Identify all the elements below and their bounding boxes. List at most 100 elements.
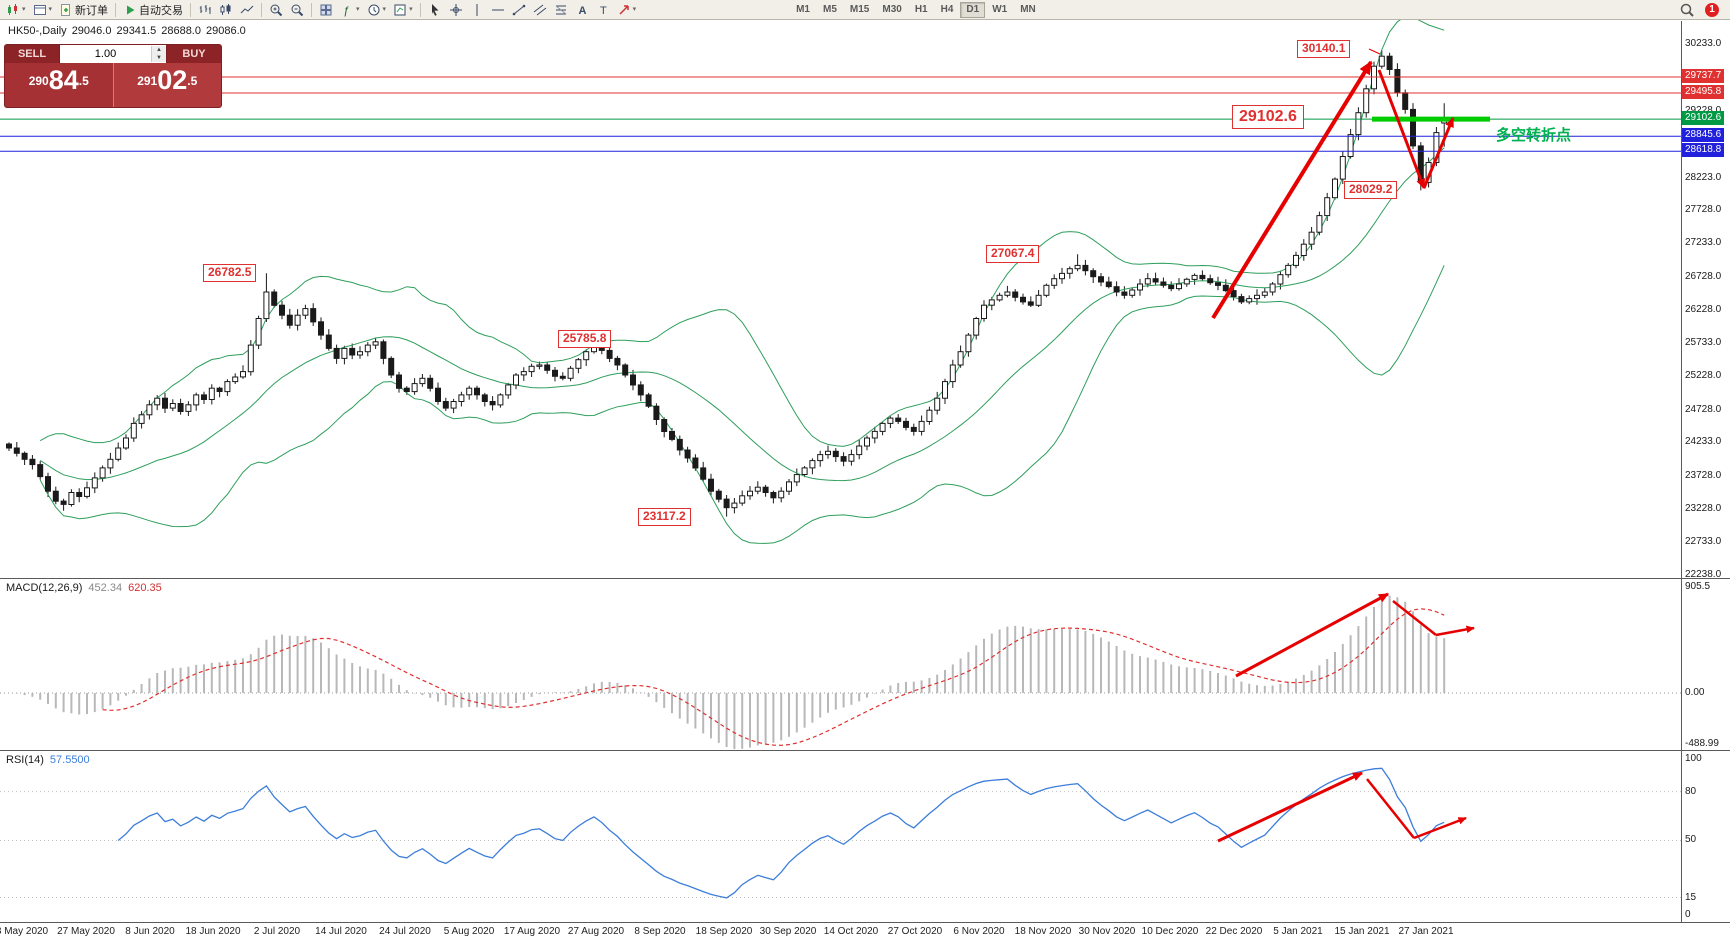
bars-icon bbox=[199, 4, 211, 14]
time-axis-label: 27 Oct 2020 bbox=[887, 926, 943, 937]
time-axis-label: 14 Jul 2020 bbox=[315, 926, 367, 937]
line-icon bbox=[240, 5, 254, 13]
timeframe-M1[interactable]: M1 bbox=[790, 2, 816, 18]
macd-indicator bbox=[0, 595, 1681, 749]
cursor-button[interactable] bbox=[425, 1, 445, 19]
panel-separator[interactable] bbox=[0, 750, 1730, 751]
price-annotation-box: 23117.2 bbox=[638, 508, 691, 526]
tile-windows-button[interactable] bbox=[316, 1, 336, 19]
horizontal-line-button[interactable] bbox=[488, 1, 508, 19]
cursor-icon bbox=[431, 3, 439, 16]
time-axis-label: 5 Aug 2020 bbox=[443, 926, 495, 937]
fibo-icon bbox=[555, 5, 566, 14]
volume-input[interactable] bbox=[60, 48, 151, 60]
time-axis-label: 30 Nov 2020 bbox=[1078, 926, 1136, 937]
timeframe-MN[interactable]: MN bbox=[1014, 2, 1042, 18]
price-axis-label: 22733.0 bbox=[1685, 536, 1722, 547]
clock-icon bbox=[368, 4, 380, 15]
time-axis-label: 24 Jul 2020 bbox=[379, 926, 431, 937]
arrow-icon bbox=[619, 4, 629, 15]
rsi-indicator bbox=[0, 767, 1681, 899]
profiles-button[interactable]: ▾ bbox=[30, 1, 56, 19]
rsi-label: RSI(14) 57.5500 bbox=[6, 754, 90, 766]
zoom-out-button[interactable] bbox=[287, 1, 307, 19]
price-annotation-box: 28029.2 bbox=[1344, 181, 1398, 199]
macd-axis-label: 905.5 bbox=[1685, 581, 1711, 592]
text-button[interactable]: A bbox=[572, 1, 592, 19]
vertical-line-button[interactable] bbox=[467, 1, 487, 19]
price-axis-label: 25733.0 bbox=[1685, 337, 1722, 348]
grid-icon bbox=[320, 4, 332, 15]
chevron-down-icon: ▾ bbox=[48, 6, 53, 13]
time-axis-label: 10 Dec 2020 bbox=[1141, 926, 1199, 937]
zoom-in-icon bbox=[270, 4, 283, 16]
search-button[interactable] bbox=[1677, 1, 1697, 19]
price-axis-label: 27233.0 bbox=[1685, 237, 1722, 248]
price-line-label: 29102.6 bbox=[1682, 111, 1725, 125]
zoom-in-button[interactable] bbox=[266, 1, 286, 19]
sell-button[interactable]: SELL bbox=[5, 45, 59, 63]
price-axis-label: 23228.0 bbox=[1685, 503, 1722, 514]
price-line-label: 28618.8 bbox=[1682, 143, 1725, 157]
trendline-icon bbox=[512, 4, 525, 15]
textT-icon: T bbox=[600, 5, 607, 17]
timeframe-H4[interactable]: H4 bbox=[935, 2, 960, 18]
timeframe-D1[interactable]: D1 bbox=[960, 1, 986, 18]
time-axis-label: 17 Aug 2020 bbox=[503, 926, 561, 937]
autotrading-button[interactable]: 自动交易 bbox=[120, 1, 186, 19]
panel-separator[interactable] bbox=[0, 578, 1730, 579]
indicators-button[interactable]: ƒ ▾ bbox=[337, 1, 363, 19]
time-axis-label: 14 Oct 2020 bbox=[823, 926, 879, 937]
candles-icon bbox=[8, 3, 17, 15]
candlesticks bbox=[6, 55, 1448, 509]
channel-button[interactable] bbox=[530, 1, 550, 19]
rsi-axis-label: 15 bbox=[1685, 892, 1697, 903]
trendline-button[interactable] bbox=[509, 1, 529, 19]
buy-price[interactable]: 291 02.5 bbox=[112, 63, 221, 107]
search-icon bbox=[1680, 3, 1694, 17]
arrows-button[interactable]: ▾ bbox=[614, 1, 640, 19]
new-chart-button[interactable]: ▾ bbox=[3, 1, 29, 19]
timeframe-M30[interactable]: M30 bbox=[876, 2, 907, 18]
ohlc-open: 29046.0 bbox=[71, 25, 112, 37]
symbol-period: HK50-,Daily bbox=[8, 25, 67, 37]
horizontal-level-lines bbox=[0, 76, 1681, 152]
toolbar-separator bbox=[190, 2, 192, 17]
timeframe-M15[interactable]: M15 bbox=[844, 2, 875, 18]
buy-button[interactable]: BUY bbox=[167, 45, 221, 63]
price-axis-label: 29228.0 bbox=[1685, 105, 1729, 117]
sell-price[interactable]: 290 84.5 bbox=[5, 63, 113, 107]
periods-button[interactable]: ▾ bbox=[364, 1, 390, 19]
time-axis-label: 27 Jan 2021 bbox=[1398, 926, 1454, 937]
notification-badge[interactable]: 1 bbox=[1705, 2, 1719, 17]
macd-label: MACD(12,26,9) 452.34 620.35 bbox=[6, 582, 162, 594]
timeframe-M5[interactable]: M5 bbox=[817, 2, 843, 18]
new-order-button[interactable]: 新订单 bbox=[56, 1, 111, 19]
bars-chart-button[interactable] bbox=[195, 1, 215, 19]
crosshair-button[interactable] bbox=[446, 1, 466, 19]
candles-chart-button[interactable] bbox=[216, 1, 236, 19]
line-chart-button[interactable] bbox=[237, 1, 257, 19]
text-label-button[interactable]: T bbox=[593, 1, 613, 19]
hline-icon bbox=[491, 9, 504, 10]
volume-stepper[interactable]: ▲ ▼ bbox=[59, 45, 167, 63]
volume-down-button[interactable]: ▼ bbox=[152, 54, 166, 62]
volume-up-button[interactable]: ▲ bbox=[152, 46, 166, 54]
time-axis-label: 6 Nov 2020 bbox=[953, 926, 1005, 937]
templates-button[interactable]: ▾ bbox=[390, 1, 416, 19]
svg-text:A: A bbox=[578, 5, 586, 17]
timeframe-H1[interactable]: H1 bbox=[909, 2, 934, 18]
rsi-axis-label: 100 bbox=[1685, 753, 1702, 764]
fibonacci-button[interactable] bbox=[551, 1, 571, 19]
svg-text:ƒ: ƒ bbox=[343, 5, 349, 17]
time-axis-label: 22 Dec 2020 bbox=[1205, 926, 1263, 937]
trend-arrows bbox=[1211, 48, 1475, 843]
price-line-label: 28845.6 bbox=[1682, 128, 1725, 142]
fx-icon: ƒ bbox=[343, 5, 349, 17]
candles2-icon bbox=[220, 3, 231, 15]
timeframe-W1[interactable]: W1 bbox=[986, 2, 1013, 18]
price-axis-label: 25228.0 bbox=[1685, 370, 1722, 381]
